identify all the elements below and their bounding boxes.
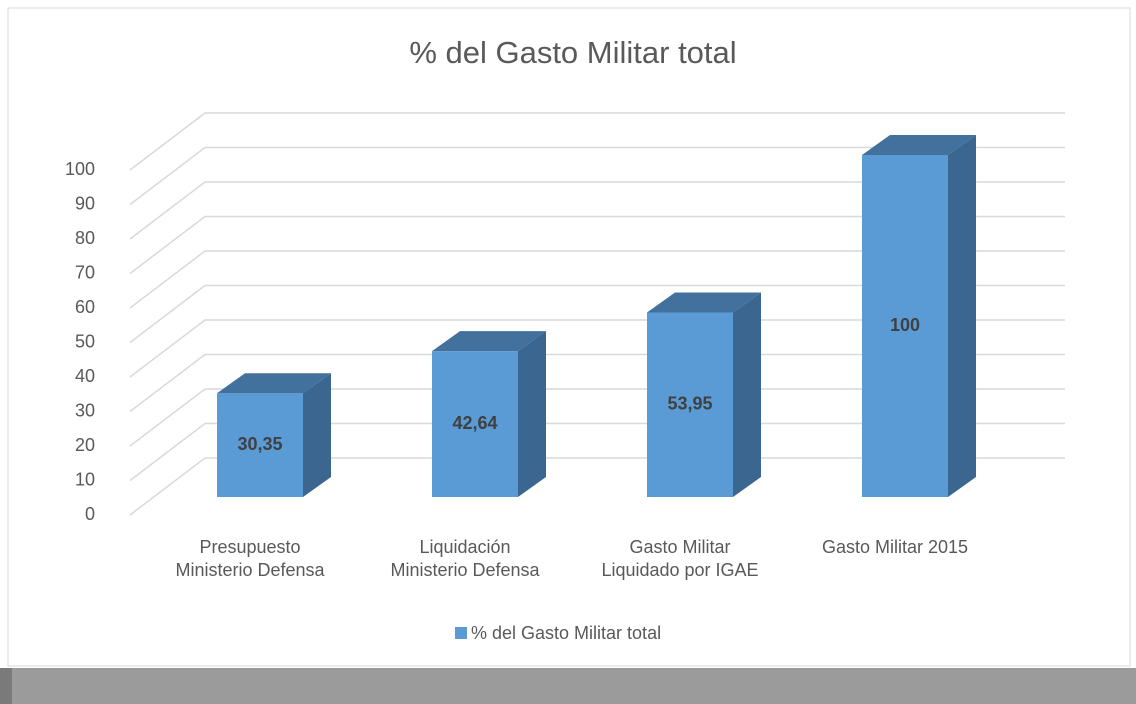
y-tick-label: 40 bbox=[75, 366, 95, 386]
grid-line bbox=[129, 422, 1065, 482]
bottom-bar bbox=[0, 668, 1136, 704]
bar-top bbox=[862, 135, 976, 155]
bar-side bbox=[948, 135, 976, 497]
bar-top bbox=[647, 292, 761, 313]
bar-side bbox=[733, 292, 761, 497]
grid-line bbox=[129, 181, 1065, 240]
bar-front bbox=[862, 155, 948, 497]
grid-line bbox=[129, 457, 1065, 516]
data-label: 30,35 bbox=[237, 434, 282, 454]
grid-line bbox=[129, 112, 1065, 171]
grid-line bbox=[129, 319, 1065, 378]
bottom-bar-edge bbox=[0, 668, 12, 704]
grid-line bbox=[129, 215, 1065, 275]
y-tick-label: 10 bbox=[75, 469, 95, 489]
x-tick-label: Gasto Militar 2015 bbox=[821, 537, 969, 557]
y-tick-label: 0 bbox=[85, 504, 95, 524]
y-tick-label: 100 bbox=[65, 159, 95, 179]
grid-line bbox=[129, 353, 1065, 413]
grid-line bbox=[129, 250, 1065, 309]
y-tick-label: 20 bbox=[75, 435, 95, 455]
bar-top bbox=[432, 331, 546, 352]
data-label: 100 bbox=[890, 315, 920, 335]
bar-front bbox=[217, 393, 303, 497]
bar-side bbox=[303, 373, 331, 497]
data-label: 42,64 bbox=[452, 413, 497, 433]
x-tick-label: Liquidación Ministerio Defensa bbox=[390, 537, 540, 580]
y-tick-label: 90 bbox=[75, 193, 95, 213]
legend-swatch bbox=[455, 627, 467, 639]
bar-front bbox=[647, 312, 733, 497]
y-tick-label: 80 bbox=[75, 228, 95, 248]
x-tick-label: Gasto Militar Liquidado por IGAE bbox=[601, 537, 759, 580]
legend-label: % del Gasto Militar total bbox=[471, 623, 661, 643]
bar-side bbox=[518, 331, 546, 497]
y-tick-label: 50 bbox=[75, 331, 95, 351]
grid-line bbox=[129, 284, 1065, 344]
bar-top bbox=[217, 373, 331, 394]
bar-front bbox=[432, 351, 518, 497]
x-tick-label: Presupuesto Ministerio Defensa bbox=[175, 537, 325, 580]
y-tick-label: 60 bbox=[75, 297, 95, 317]
grid-line bbox=[129, 146, 1065, 206]
y-tick-label: 30 bbox=[75, 400, 95, 420]
data-label: 53,95 bbox=[667, 393, 712, 413]
chart-title: % del Gasto Militar total bbox=[409, 35, 736, 70]
y-tick-label: 70 bbox=[75, 262, 95, 282]
grid-line bbox=[129, 388, 1065, 447]
